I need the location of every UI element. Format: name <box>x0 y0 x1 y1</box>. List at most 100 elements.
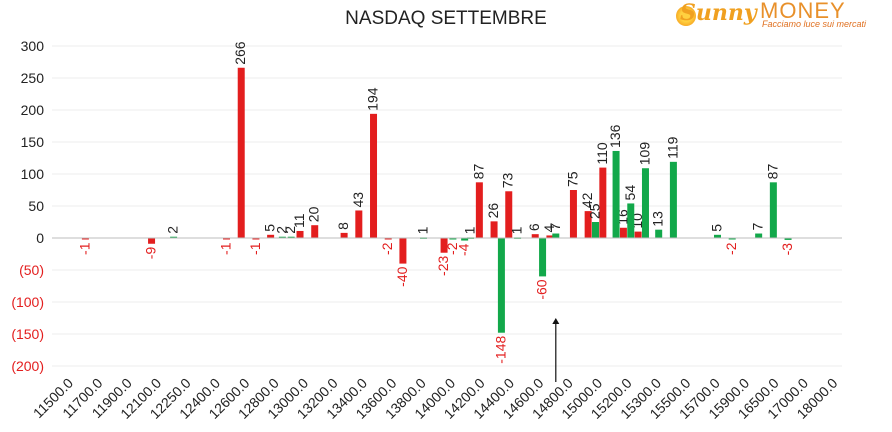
bar <box>267 234 275 238</box>
bar <box>461 238 469 241</box>
bar <box>599 167 607 238</box>
bar-value-label: -40 <box>394 266 410 286</box>
bar-value-label: 2 <box>273 226 289 234</box>
bar-value-label: -1 <box>218 242 234 255</box>
bar <box>546 235 554 238</box>
bar <box>569 190 577 238</box>
y-tick-label: (200) <box>11 358 44 374</box>
logo-word-sunny: Sunny <box>680 0 757 26</box>
bar-value-label: 6 <box>526 223 542 231</box>
bar-value-label: 2 <box>282 226 298 234</box>
bar <box>223 238 231 240</box>
bar <box>505 191 513 238</box>
bar-value-label: 110 <box>594 142 610 165</box>
logo-word-money: MONEY <box>760 0 846 23</box>
bar-value-label: 8 <box>335 222 351 230</box>
bar <box>81 238 89 240</box>
y-tick-label: 250 <box>21 70 45 86</box>
bar-value-label: 5 <box>262 224 278 232</box>
logo-tagline: Facciamo luce sui mercati <box>762 19 867 29</box>
y-tick-label: 300 <box>21 38 45 54</box>
bar <box>475 182 483 238</box>
bar <box>252 238 260 240</box>
chart-title: NASDAQ SETTEMBRE <box>345 8 547 29</box>
bar <box>449 238 457 240</box>
bar <box>278 236 286 239</box>
bar <box>669 161 677 238</box>
bar <box>355 210 363 238</box>
bar-value-label: 266 <box>232 41 248 65</box>
bar <box>148 238 156 244</box>
bar-value-label: 42 <box>579 192 595 208</box>
bar-value-label: 7 <box>547 223 563 231</box>
bar <box>170 236 178 239</box>
bar-value-label: 4 <box>541 224 557 232</box>
bar <box>755 233 763 238</box>
bar-value-label: -2 <box>723 242 739 255</box>
bar <box>784 238 792 240</box>
bar-value-label: 20 <box>306 206 322 222</box>
bar-value-label: 1 <box>415 226 431 234</box>
bar-value-label: 87 <box>470 164 486 180</box>
bar-value-label: 75 <box>564 171 580 187</box>
bar-value-label: 109 <box>636 142 652 166</box>
bar-value-label: 119 <box>664 136 680 159</box>
bar-value-label: 194 <box>365 87 381 111</box>
bar <box>440 238 448 253</box>
bar <box>296 230 304 238</box>
bar <box>237 67 245 238</box>
bar <box>612 150 620 238</box>
bar-value-label: 43 <box>350 192 366 208</box>
y-tick-label: 0 <box>36 230 44 246</box>
bar-value-label: 1 <box>509 226 525 234</box>
y-tick-label: (150) <box>11 326 44 342</box>
bar <box>591 222 599 238</box>
bar <box>714 234 721 238</box>
y-tick-label: 100 <box>21 166 45 182</box>
bar-value-label: -148 <box>492 336 508 364</box>
bar-value-label: 73 <box>500 172 516 188</box>
bar-value-label: 26 <box>485 203 501 219</box>
sun-icon <box>676 6 696 26</box>
bar-value-label: -9 <box>143 247 159 260</box>
y-tick-label: 50 <box>28 198 44 214</box>
bar <box>287 236 295 239</box>
bar-value-label: -60 <box>534 279 550 299</box>
bar <box>384 238 392 240</box>
bar <box>728 238 736 240</box>
bar <box>497 238 505 333</box>
y-tick-label: (50) <box>19 262 44 278</box>
bar <box>311 225 319 238</box>
bar <box>531 234 539 238</box>
bar <box>340 232 348 238</box>
bar <box>490 221 498 238</box>
bar-value-label: 7 <box>750 223 766 231</box>
sunny-money-logo: Sunny MONEY Facciamo luce sui mercati <box>676 0 892 30</box>
bar-value-label: 25 <box>586 203 602 219</box>
bar-value-label: -1 <box>247 242 263 255</box>
bar <box>539 238 547 277</box>
y-tick-label: 150 <box>21 134 45 150</box>
bar-value-label: 13 <box>650 211 666 227</box>
bar-value-label: -2 <box>444 242 460 255</box>
bar <box>584 211 592 238</box>
y-tick-label: (100) <box>11 294 44 310</box>
bar <box>641 168 649 238</box>
bar-value-label: 87 <box>764 164 780 180</box>
bar-value-label: -2 <box>379 242 395 255</box>
bar-value-label: 1 <box>462 226 478 234</box>
bar-value-label: 11 <box>291 213 307 228</box>
bar-value-label: -4 <box>456 243 472 256</box>
bar-value-label: 5 <box>709 224 725 232</box>
bar-value-label: -23 <box>435 256 451 276</box>
bar <box>627 203 635 238</box>
bar <box>769 182 777 238</box>
annotation-arrow-head <box>552 318 560 324</box>
bar <box>655 229 663 238</box>
bar <box>634 231 642 238</box>
bar-value-label: 136 <box>607 124 623 148</box>
bar-value-label: 2 <box>165 226 181 234</box>
bar-value-label: -1 <box>76 242 92 255</box>
bar <box>370 113 378 238</box>
